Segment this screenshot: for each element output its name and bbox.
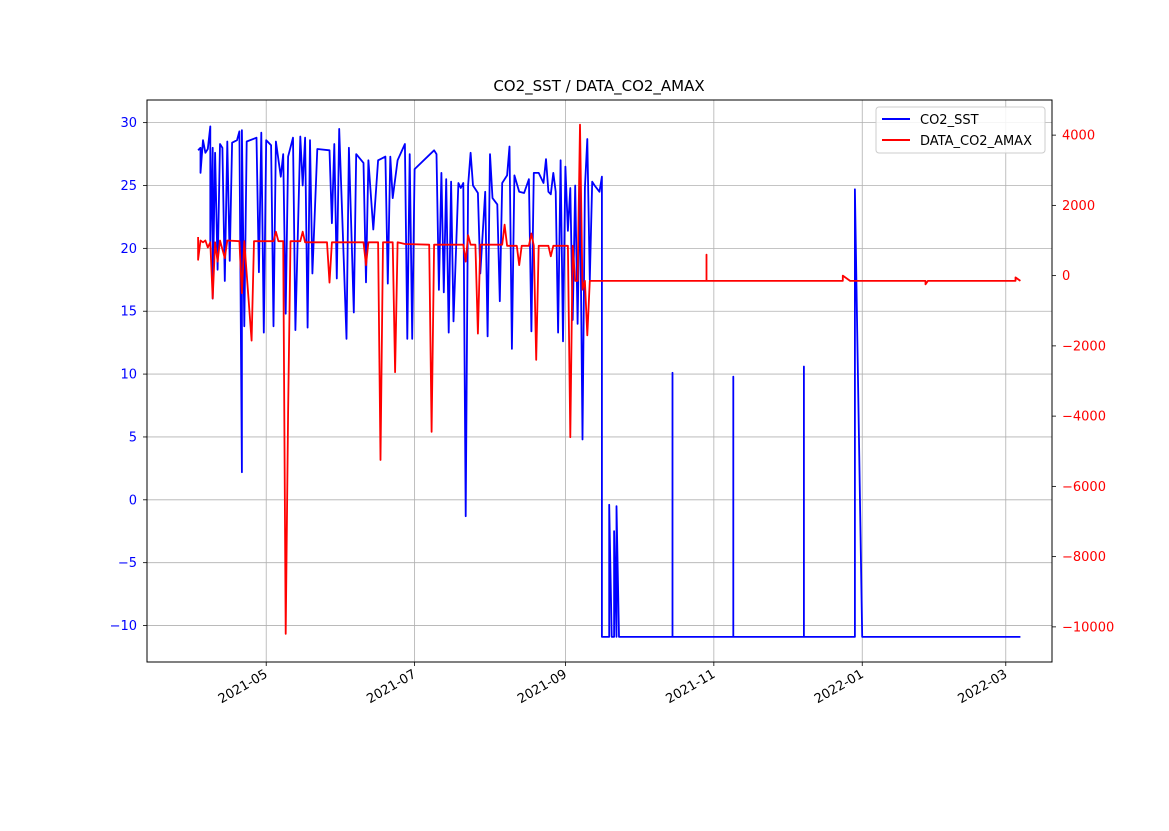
y-left-tick-label: −10 — [110, 619, 137, 634]
y-right-tick-label: −8000 — [1062, 550, 1106, 565]
y-left-tick-label: 25 — [120, 179, 137, 194]
series-layer — [197, 123, 1021, 638]
y-right-tick-label: 2000 — [1062, 199, 1095, 214]
series-line-data-co2-amax — [197, 123, 1021, 635]
y-left-tick-label: 30 — [120, 116, 137, 131]
y-right-tick-label: −2000 — [1062, 339, 1106, 354]
y-axis-left: −10 −5 0 5 10 15 20 25 30 — [110, 116, 147, 634]
y-right-tick-label: −10000 — [1062, 620, 1114, 635]
legend-box — [875, 106, 1046, 154]
y-left-tick-label: 20 — [120, 242, 137, 257]
y-right-tick-label: −6000 — [1062, 480, 1106, 495]
y-left-tick-label: −5 — [118, 556, 137, 571]
y-axis-right: −10000 −8000 −6000 −4000 −2000 0 2000 4000 — [1052, 129, 1114, 635]
plot-frame — [146, 99, 1053, 663]
y-left-tick-label: 10 — [120, 368, 137, 383]
y-right-tick-label: 0 — [1062, 269, 1070, 284]
chart-title: CO2_SST / DATA_CO2_AMAX — [493, 77, 704, 96]
y-left-tick-label: 0 — [129, 493, 137, 508]
y-right-tick-label: 4000 — [1062, 129, 1095, 144]
y-left-tick-label: 15 — [120, 305, 137, 320]
y-left-tick-label: 5 — [129, 430, 137, 445]
series-line-co2-sst — [197, 125, 1021, 638]
y-right-tick-label: −4000 — [1062, 410, 1106, 425]
legend-label: CO2_SST — [920, 113, 979, 128]
legend-label: DATA_CO2_AMAX — [920, 134, 1032, 149]
legend: CO2_SST DATA_CO2_AMAX — [875, 106, 1046, 154]
